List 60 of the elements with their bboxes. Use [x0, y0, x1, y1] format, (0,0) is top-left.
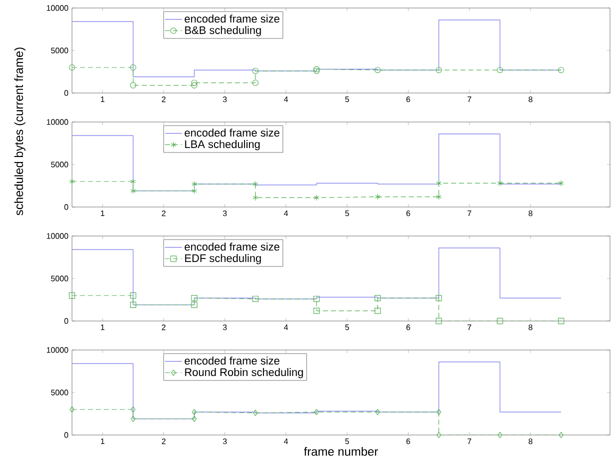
legend-label: EDF scheduling	[185, 254, 261, 264]
point	[436, 180, 442, 186]
point	[252, 68, 258, 74]
point	[436, 294, 442, 302]
point	[497, 180, 503, 186]
point	[192, 180, 197, 188]
point	[436, 66, 442, 74]
point	[375, 408, 380, 416]
legend-label: B&B scheduling	[185, 26, 261, 36]
point	[192, 188, 197, 194]
legend-label: encoded frame size	[184, 128, 280, 137]
point	[252, 296, 258, 302]
point	[436, 318, 442, 324]
point	[498, 432, 502, 438]
point	[496, 66, 504, 74]
point	[558, 432, 564, 438]
point	[252, 80, 258, 86]
point	[191, 82, 198, 88]
point	[253, 410, 258, 416]
point	[252, 180, 258, 188]
point	[130, 416, 136, 422]
point	[436, 432, 442, 438]
y-axis-title: scheduled bytes (current frame)	[14, 48, 26, 216]
legend-label: encoded frame size	[184, 356, 280, 365]
point	[130, 188, 136, 194]
point	[374, 194, 380, 200]
legend-label: encoded frame size	[184, 242, 280, 251]
point	[558, 318, 564, 324]
point	[130, 178, 136, 185]
point	[192, 408, 197, 416]
point	[68, 64, 76, 71]
point	[314, 194, 320, 201]
point	[314, 408, 319, 416]
legend-label: Round Robin scheduling	[185, 368, 303, 378]
point	[191, 80, 198, 86]
point	[68, 292, 76, 299]
point	[191, 302, 198, 308]
point	[252, 194, 258, 201]
point	[313, 308, 320, 314]
legend-label: LBA scheduling	[185, 140, 260, 150]
point	[374, 66, 381, 74]
point	[130, 82, 136, 88]
point	[70, 406, 74, 413]
point	[313, 296, 320, 302]
point	[130, 302, 136, 308]
point	[69, 178, 75, 185]
point	[374, 294, 381, 302]
point	[130, 406, 136, 413]
point	[130, 292, 136, 299]
x-axis-title: frame number	[304, 447, 378, 456]
point	[496, 318, 504, 324]
point	[436, 194, 442, 200]
point	[191, 294, 198, 302]
point	[436, 408, 442, 416]
point	[374, 308, 381, 314]
point	[192, 416, 197, 422]
legend-label: encoded frame size	[184, 14, 280, 23]
point	[558, 66, 564, 74]
point	[130, 64, 136, 71]
point	[558, 180, 564, 186]
